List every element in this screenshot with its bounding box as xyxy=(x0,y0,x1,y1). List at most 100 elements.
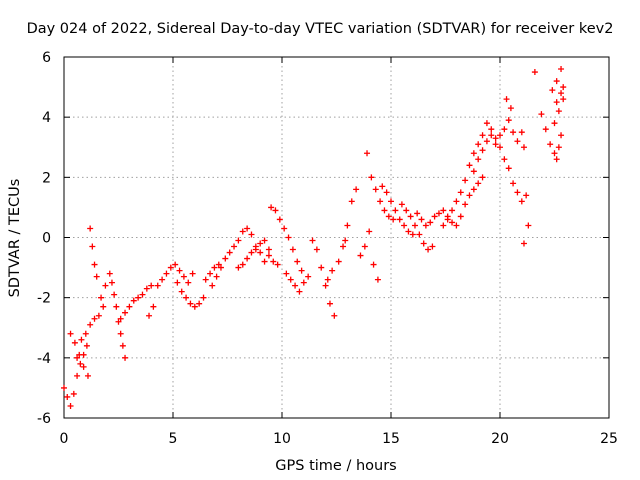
data-point xyxy=(383,189,390,196)
data-point xyxy=(283,270,290,277)
data-point xyxy=(401,222,408,229)
data-point xyxy=(102,282,109,289)
data-point xyxy=(202,276,209,283)
data-point xyxy=(257,249,264,256)
data-point xyxy=(274,261,281,268)
data-point xyxy=(87,225,94,232)
data-point xyxy=(440,222,447,229)
data-point xyxy=(146,312,153,319)
data-point xyxy=(470,150,477,157)
y-tick-label: 0 xyxy=(42,231,51,247)
data-point xyxy=(440,207,447,214)
data-point xyxy=(475,180,482,187)
data-point xyxy=(425,246,432,253)
data-point xyxy=(449,207,456,214)
data-point xyxy=(239,261,246,268)
data-point xyxy=(551,120,558,127)
data-point xyxy=(348,198,355,205)
data-point xyxy=(555,108,562,115)
data-point xyxy=(64,393,71,400)
data-points xyxy=(61,66,567,409)
data-point xyxy=(178,288,185,295)
data-point xyxy=(475,156,482,163)
data-point xyxy=(235,264,242,271)
data-point xyxy=(185,279,192,286)
grid-lines xyxy=(64,57,609,418)
data-point xyxy=(453,222,460,229)
data-point xyxy=(265,252,272,259)
data-point xyxy=(189,270,196,277)
data-point xyxy=(444,216,451,223)
data-point xyxy=(457,189,464,196)
data-point xyxy=(525,222,532,229)
x-tick-label: 20 xyxy=(491,431,509,447)
data-point xyxy=(191,303,198,310)
data-point xyxy=(560,96,567,103)
data-point xyxy=(414,210,421,217)
data-point xyxy=(405,228,412,235)
data-point xyxy=(466,192,473,199)
data-point xyxy=(514,189,521,196)
data-point xyxy=(547,141,554,148)
chart-title: Day 024 of 2022, Sidereal Day-to-day VTE… xyxy=(27,21,614,37)
data-point xyxy=(298,267,305,274)
data-point xyxy=(520,144,527,151)
y-tick-label: -4 xyxy=(37,351,51,367)
data-point xyxy=(324,276,331,283)
data-point xyxy=(80,363,87,370)
data-point xyxy=(483,138,490,145)
data-point xyxy=(83,342,90,349)
data-point xyxy=(372,186,379,193)
data-point xyxy=(289,246,296,253)
y-tick-label: -6 xyxy=(37,411,51,427)
x-tick-label: 15 xyxy=(382,431,400,447)
data-point xyxy=(416,231,423,238)
data-point xyxy=(492,135,499,142)
data-point xyxy=(207,270,214,277)
data-point xyxy=(331,312,338,319)
data-point xyxy=(555,144,562,151)
x-tick-label: 25 xyxy=(600,431,618,447)
data-point xyxy=(213,273,220,280)
data-point xyxy=(117,315,124,322)
data-point xyxy=(248,249,255,256)
data-point xyxy=(479,147,486,154)
data-point xyxy=(74,354,81,361)
data-point xyxy=(183,294,190,301)
data-point xyxy=(514,138,521,145)
data-point xyxy=(505,117,512,124)
data-point xyxy=(71,339,78,346)
data-point xyxy=(135,294,142,301)
data-point xyxy=(542,126,549,133)
data-point xyxy=(479,132,486,139)
data-point xyxy=(510,129,517,136)
data-point xyxy=(518,129,525,136)
data-point xyxy=(172,261,179,268)
data-point xyxy=(335,258,342,265)
data-point xyxy=(381,207,388,214)
data-point xyxy=(305,273,312,280)
data-point xyxy=(403,207,410,214)
data-point xyxy=(420,240,427,247)
data-point xyxy=(501,156,508,163)
data-point xyxy=(497,132,503,139)
data-point xyxy=(318,264,325,271)
data-point xyxy=(449,219,456,226)
data-point xyxy=(244,225,251,232)
data-point xyxy=(252,246,259,253)
data-point xyxy=(466,162,473,169)
data-point xyxy=(427,219,434,226)
data-point xyxy=(510,180,517,187)
data-point xyxy=(457,213,464,220)
x-tick-label: 10 xyxy=(273,431,291,447)
data-point xyxy=(470,168,477,175)
data-point xyxy=(150,303,157,310)
data-point xyxy=(98,294,105,301)
data-point xyxy=(222,255,229,262)
data-point xyxy=(180,273,187,280)
x-tick-label: 5 xyxy=(169,431,178,447)
data-point xyxy=(106,270,113,277)
data-point xyxy=(217,264,224,271)
data-point xyxy=(520,240,527,247)
data-point xyxy=(462,177,469,184)
